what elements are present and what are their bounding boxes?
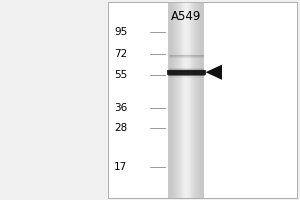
Bar [185,2,187,198]
Text: 17: 17 [114,162,127,172]
Text: 95: 95 [114,27,127,37]
Bar [171,2,201,198]
Bar [177,2,195,198]
Bar [170,2,202,198]
Bar [184,2,188,198]
Bar [180,2,192,198]
Bar [178,2,194,198]
Text: 72: 72 [114,49,127,59]
Bar [108,2,297,198]
Text: 28: 28 [114,123,127,133]
Bar [168,2,204,198]
Bar [168,2,204,198]
Bar [173,2,199,198]
Polygon shape [206,65,222,80]
Bar [175,2,197,198]
Bar [182,2,190,198]
Text: A549: A549 [171,10,201,23]
Bar [176,2,196,198]
Bar [172,2,200,198]
Bar [172,2,200,198]
Text: 36: 36 [114,103,127,113]
Bar [174,2,198,198]
Bar [169,2,203,198]
Bar [108,2,297,198]
Bar [183,2,189,198]
Text: 55: 55 [114,70,127,80]
Bar [182,2,190,198]
Bar [181,2,191,198]
Bar [179,2,193,198]
